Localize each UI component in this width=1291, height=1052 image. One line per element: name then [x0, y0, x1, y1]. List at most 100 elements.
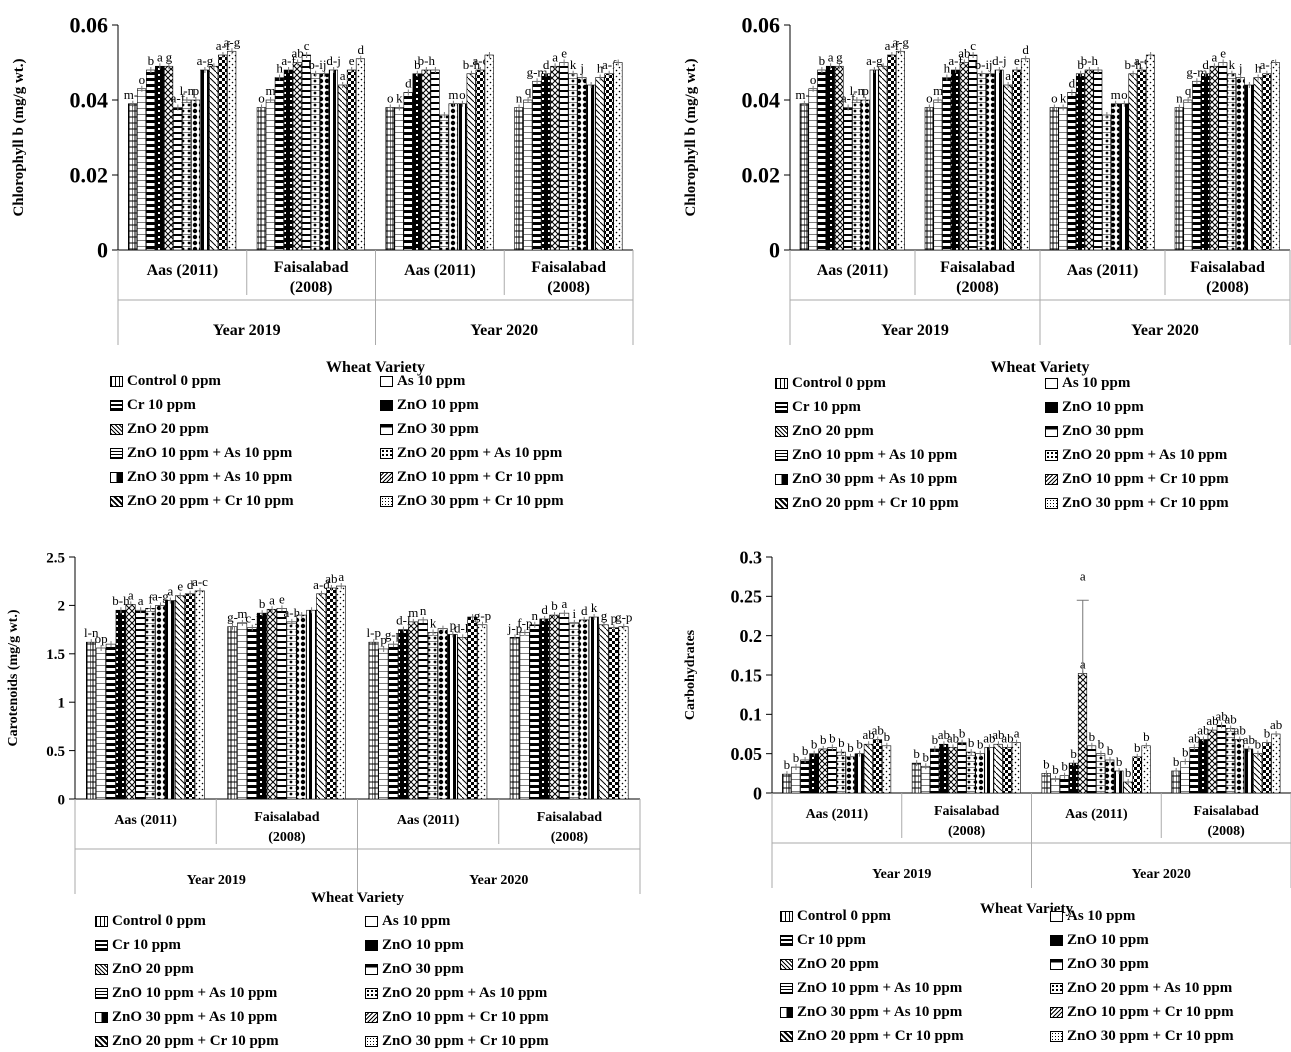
bar	[155, 65, 165, 251]
bar	[1020, 58, 1030, 251]
legend-swatch-icon	[95, 963, 108, 975]
significance-label: b	[1125, 765, 1132, 780]
bar	[1012, 69, 1022, 251]
significance-label: b	[838, 735, 845, 750]
bar	[421, 69, 431, 251]
bar	[1174, 107, 1184, 251]
x-year-label: Year 2019	[872, 867, 931, 882]
bar	[173, 107, 183, 251]
legend-item: Cr 10 ppm	[95, 934, 345, 956]
legend-swatch-icon	[380, 447, 393, 459]
legend-label: ZnO 10 ppm + As 10 ppm	[112, 984, 278, 1001]
bar	[968, 54, 978, 251]
legend-item: Cr 10 ppm	[780, 929, 1030, 951]
bar	[427, 632, 438, 800]
bar	[878, 65, 888, 251]
bar	[403, 92, 413, 251]
significance-label: a	[1211, 49, 1217, 64]
significance-label: e	[349, 53, 355, 68]
legend-label: ZnO 20 ppm	[792, 422, 874, 439]
significance-label: a-c	[472, 53, 488, 68]
y-tick-label: 0.04	[742, 88, 781, 113]
y-tick-label: 0.06	[742, 13, 781, 38]
significance-label: p	[380, 632, 387, 647]
bar	[128, 103, 138, 251]
legend-swatch-icon	[775, 473, 788, 485]
significance-label: b	[959, 726, 966, 741]
bar	[209, 65, 219, 251]
significance-label: i	[573, 606, 577, 621]
legend-label: ZnO 20 ppm + As 10 ppm	[1062, 446, 1228, 463]
bar	[887, 54, 897, 251]
bar	[1207, 729, 1217, 794]
x-category-label: Faisalabad	[934, 804, 1000, 819]
bar	[942, 77, 952, 251]
x-category-label: Aas (2011)	[817, 262, 889, 279]
legend-item: ZnO 20 ppm + As 10 ppm	[1050, 977, 1291, 999]
x-year-label: Year 2019	[881, 322, 949, 339]
legend-item: ZnO 20 ppm + Cr 10 ppm	[780, 1025, 1030, 1047]
significance-label: m	[448, 87, 458, 102]
legend-label: ZnO 10 ppm	[397, 396, 479, 413]
bar	[1077, 673, 1088, 794]
legend-swatch-icon	[110, 447, 123, 459]
bar	[1102, 114, 1112, 251]
bar	[1244, 84, 1254, 251]
significance-label: n	[532, 608, 539, 623]
legend-item: ZnO 30 ppm + Cr 10 ppm	[365, 1030, 615, 1052]
bar	[578, 619, 589, 800]
chart-panel-top-right: 0 0.02 0.04 0.06 Chlorophyll b (mg/g wt.) m-i…	[672, 0, 1291, 376]
bar	[145, 608, 156, 800]
bar	[924, 107, 934, 251]
significance-label: ab	[983, 730, 995, 745]
legend-item: ZnO 10 ppm	[1050, 929, 1291, 951]
significance-label: b	[913, 746, 920, 761]
legend-item: ZnO 10 ppm + As 10 ppm	[110, 442, 360, 464]
significance-label: c	[970, 38, 976, 53]
bar	[509, 637, 520, 800]
bar	[398, 629, 409, 800]
significance-label: g	[166, 49, 173, 64]
bar	[1183, 99, 1193, 251]
legend-item: ZnO 20 ppm	[95, 958, 345, 980]
significance-label: b	[1077, 57, 1084, 72]
bar	[86, 641, 96, 800]
legend-item: ZnO 30 ppm	[365, 958, 615, 980]
significance-label: b	[847, 740, 854, 755]
legend-item: ZnO 10 ppm + Cr 10 ppm	[365, 1006, 615, 1028]
significance-label: p	[450, 617, 457, 632]
bar	[993, 743, 1003, 794]
legend-label: Control 0 ppm	[792, 374, 886, 391]
bar	[539, 618, 550, 800]
legend-label: ZnO 10 ppm	[382, 936, 464, 953]
legend-label: ZnO 30 ppm + Cr 10 ppm	[1062, 494, 1229, 511]
significance-label: e	[177, 579, 183, 594]
bar	[604, 73, 614, 251]
significance-label: a	[128, 587, 134, 602]
legend-bottom-left: Control 0 ppm As 10 ppm Cr 10 ppm ZnO 10 pp…	[95, 910, 615, 1052]
bar	[467, 616, 478, 800]
significance-label: l-n	[84, 625, 99, 640]
legend-item: ZnO 30 ppm	[1045, 420, 1291, 442]
legend-swatch-icon	[1045, 425, 1058, 437]
significance-label: q	[1185, 83, 1192, 98]
legend-label: ZnO 20 ppm + As 10 ppm	[382, 984, 548, 1001]
legend-item: ZnO 30 ppm + Cr 10 ppm	[1045, 492, 1291, 514]
significance-label: b	[784, 757, 791, 772]
significance-label: a-c	[192, 574, 208, 589]
significance-label: ab	[872, 723, 884, 738]
significance-label: o	[258, 91, 265, 106]
bar	[1068, 762, 1079, 794]
x-category-label: (2008)	[1207, 824, 1245, 839]
significance-label: g	[836, 49, 843, 64]
legend-swatch-icon	[1045, 449, 1058, 461]
bar	[588, 616, 599, 800]
significance-label: b	[1173, 754, 1180, 769]
bar	[933, 99, 943, 251]
bar	[618, 626, 629, 800]
legend-item: ZnO 30 ppm	[1050, 953, 1291, 975]
significance-label: g-p	[474, 608, 491, 623]
significance-label: a	[1014, 726, 1020, 741]
bar	[559, 612, 570, 800]
bar	[1270, 62, 1280, 251]
